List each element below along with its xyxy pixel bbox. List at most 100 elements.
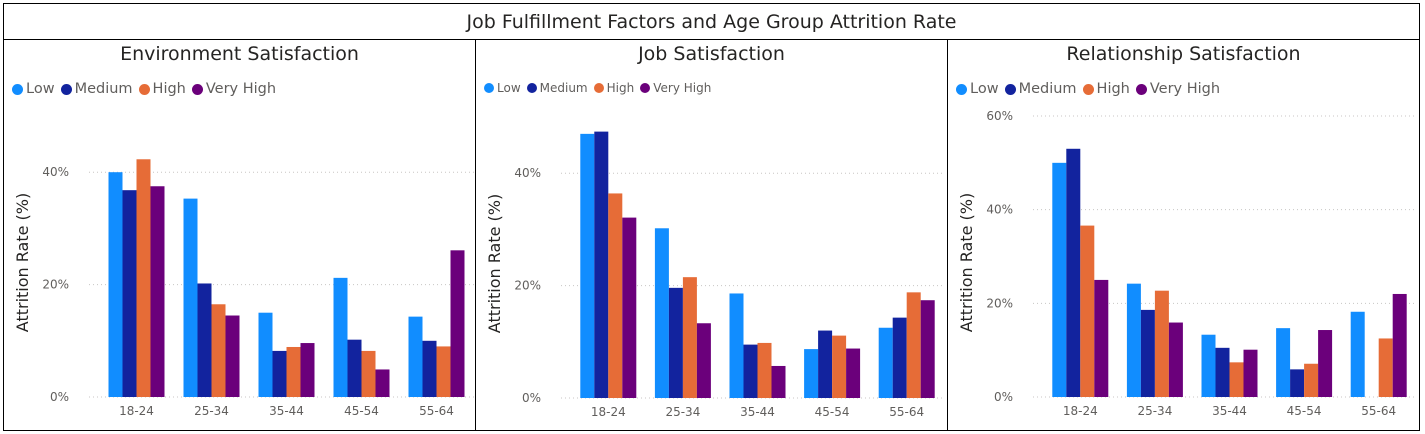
bar-very-high-18-24[interactable]: [150, 186, 165, 397]
bar-very-high-18-24[interactable]: [622, 217, 637, 398]
x-tick-label: 18-24: [591, 405, 626, 419]
legend-marker-high: [138, 83, 150, 95]
y-axis-title: Attrition Rate (%): [13, 193, 32, 332]
bar-low-45-54[interactable]: [1276, 328, 1291, 397]
chart-title: Relationship Satisfaction: [1066, 43, 1301, 65]
bar-very-high-35-44[interactable]: [771, 365, 786, 398]
chart-legend[interactable]: Low Medium High Very High: [484, 81, 717, 95]
bar-high-25-34[interactable]: [682, 277, 697, 398]
bar-low-18-24[interactable]: [108, 172, 123, 397]
bar-high-55-64[interactable]: [906, 292, 921, 398]
bar-high-35-44[interactable]: [1229, 362, 1244, 397]
dashboard-title: Job Fulfillment Factors and Age Group At…: [466, 10, 957, 33]
legend-item-high[interactable]: High: [138, 81, 186, 97]
bar-medium-55-64[interactable]: [892, 317, 907, 398]
bar-high-35-44[interactable]: [757, 342, 772, 398]
legend-item-low[interactable]: Low: [956, 81, 999, 97]
bar-medium-35-44[interactable]: [1215, 347, 1230, 397]
bar-low-35-44[interactable]: [729, 293, 744, 398]
bar-low-55-64[interactable]: [408, 316, 423, 397]
bar-very-high-25-34[interactable]: [696, 323, 711, 398]
bar-high-45-54[interactable]: [361, 350, 376, 397]
bar-low-18-24[interactable]: [580, 133, 595, 399]
bar-high-55-64[interactable]: [1378, 338, 1393, 397]
legend-item-low[interactable]: Low: [484, 81, 521, 95]
bar-high-35-44[interactable]: [286, 346, 301, 397]
chart-title: Job Satisfaction: [638, 43, 785, 65]
bar-very-high-45-54[interactable]: [1318, 330, 1333, 397]
x-tick-label: 35-44: [1212, 404, 1247, 418]
chart-panel-relationship-satisfaction[interactable]: Relationship Satisfaction Low Medium Hig…: [947, 40, 1420, 431]
bar-very-high-25-34[interactable]: [1168, 322, 1183, 397]
x-tick-label: 25-34: [194, 404, 229, 418]
legend-item-medium[interactable]: Medium: [60, 81, 133, 97]
bar-high-25-34[interactable]: [211, 304, 226, 397]
chart-title: Environment Satisfaction: [120, 43, 359, 65]
bar-high-18-24[interactable]: [136, 159, 151, 397]
chart-panel-environment-satisfaction[interactable]: Environment Satisfaction Low Medium High…: [3, 40, 475, 431]
bar-medium-35-44[interactable]: [743, 344, 758, 398]
bar-very-high-55-64[interactable]: [1392, 293, 1407, 397]
x-tick-label: 35-44: [269, 404, 304, 418]
legend-item-medium[interactable]: Medium: [1004, 81, 1077, 97]
bar-very-high-18-24[interactable]: [1094, 279, 1109, 397]
bar-medium-45-54[interactable]: [1290, 369, 1305, 397]
legend-label: Medium: [74, 81, 133, 97]
bar-very-high-55-64[interactable]: [450, 250, 465, 397]
bar-medium-45-54[interactable]: [818, 330, 833, 398]
bar-low-35-44[interactable]: [1201, 334, 1216, 397]
legend-marker-medium: [1004, 83, 1016, 95]
legend-item-high[interactable]: High: [593, 81, 634, 95]
bar-low-45-54[interactable]: [804, 349, 819, 398]
legend-item-low[interactable]: Low: [12, 81, 55, 97]
bar-very-high-35-44[interactable]: [300, 343, 315, 397]
bar-medium-35-44[interactable]: [272, 350, 287, 397]
bar-low-25-34[interactable]: [654, 228, 669, 398]
legend-item-very-high[interactable]: Very High: [640, 81, 711, 95]
bar-very-high-35-44[interactable]: [1243, 349, 1258, 397]
bar-medium-18-24[interactable]: [122, 190, 137, 397]
bar-medium-18-24[interactable]: [1066, 148, 1081, 397]
bar-very-high-45-54[interactable]: [846, 348, 861, 398]
bar-high-18-24[interactable]: [1080, 225, 1095, 397]
bar-high-25-34[interactable]: [1154, 290, 1169, 397]
bar-high-45-54[interactable]: [1304, 363, 1319, 397]
x-tick-label: 45-54: [1287, 404, 1322, 418]
legend-item-medium[interactable]: Medium: [526, 81, 588, 95]
legend-marker-high: [1082, 83, 1094, 95]
y-axis-title: Attrition Rate (%): [957, 193, 976, 332]
bar-low-45-54[interactable]: [333, 277, 348, 397]
chart-legend[interactable]: Low Medium High Very High: [12, 81, 282, 97]
chart-legend[interactable]: Low Medium High Very High: [956, 81, 1226, 97]
bar-high-45-54[interactable]: [832, 335, 847, 398]
chart-panel-job-satisfaction[interactable]: Job Satisfaction Low Medium High Very Hi…: [475, 40, 947, 431]
bar-very-high-25-34[interactable]: [225, 315, 240, 397]
x-tick-label: 18-24: [119, 404, 154, 418]
bar-medium-18-24[interactable]: [594, 131, 609, 398]
bar-high-18-24[interactable]: [608, 193, 623, 398]
bar-medium-55-64[interactable]: [422, 340, 437, 397]
bar-medium-25-34[interactable]: [668, 287, 683, 398]
legend-item-very-high[interactable]: Very High: [1135, 81, 1220, 97]
legend-label: Very High: [653, 81, 712, 95]
bar-medium-25-34[interactable]: [1140, 309, 1155, 397]
bar-very-high-55-64[interactable]: [920, 300, 935, 398]
legend-label: Very High: [205, 81, 277, 97]
bar-medium-25-34[interactable]: [197, 283, 212, 397]
bar-high-55-64[interactable]: [436, 346, 451, 397]
bar-low-55-64[interactable]: [878, 327, 893, 398]
bar-low-25-34[interactable]: [1126, 283, 1141, 397]
bar-low-35-44[interactable]: [258, 312, 273, 397]
bar-low-25-34[interactable]: [183, 198, 198, 397]
bar-medium-45-54[interactable]: [347, 339, 362, 397]
legend-item-very-high[interactable]: Very High: [191, 81, 277, 97]
bar-low-55-64[interactable]: [1350, 311, 1365, 397]
x-tick-label: 55-64: [419, 404, 454, 418]
bar-very-high-45-54[interactable]: [375, 369, 390, 397]
legend-marker-low: [12, 83, 23, 95]
y-tick-label: 20%: [42, 278, 69, 292]
legend-label: High: [1096, 81, 1130, 97]
bar-low-18-24[interactable]: [1052, 162, 1067, 397]
legend-item-high[interactable]: High: [1082, 81, 1130, 97]
y-tick-label: 0%: [522, 391, 541, 405]
